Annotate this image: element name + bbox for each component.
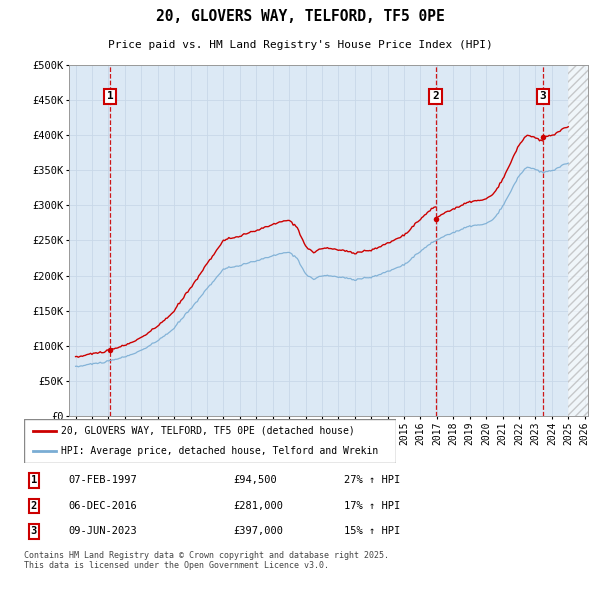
Text: 3: 3 <box>31 526 37 536</box>
Text: 15% ↑ HPI: 15% ↑ HPI <box>344 526 400 536</box>
Text: 3: 3 <box>539 91 546 101</box>
Bar <box>568 65 593 416</box>
Text: 06-DEC-2016: 06-DEC-2016 <box>68 501 137 511</box>
Text: £281,000: £281,000 <box>234 501 284 511</box>
FancyBboxPatch shape <box>24 419 396 463</box>
Text: Price paid vs. HM Land Registry's House Price Index (HPI): Price paid vs. HM Land Registry's House … <box>107 40 493 50</box>
Text: 1: 1 <box>31 476 37 486</box>
Text: 27% ↑ HPI: 27% ↑ HPI <box>344 476 400 486</box>
Text: HPI: Average price, detached house, Telford and Wrekin: HPI: Average price, detached house, Telf… <box>61 446 379 456</box>
Text: £397,000: £397,000 <box>234 526 284 536</box>
Text: Contains HM Land Registry data © Crown copyright and database right 2025.
This d: Contains HM Land Registry data © Crown c… <box>24 551 389 570</box>
Text: 2: 2 <box>31 501 37 511</box>
Text: £94,500: £94,500 <box>234 476 278 486</box>
Text: 1: 1 <box>107 91 113 101</box>
Text: 09-JUN-2023: 09-JUN-2023 <box>68 526 137 536</box>
Text: 20, GLOVERS WAY, TELFORD, TF5 0PE (detached house): 20, GLOVERS WAY, TELFORD, TF5 0PE (detac… <box>61 426 355 436</box>
Text: 20, GLOVERS WAY, TELFORD, TF5 0PE: 20, GLOVERS WAY, TELFORD, TF5 0PE <box>155 9 445 24</box>
Text: 2: 2 <box>432 91 439 101</box>
Text: 17% ↑ HPI: 17% ↑ HPI <box>344 501 400 511</box>
Text: 07-FEB-1997: 07-FEB-1997 <box>68 476 137 486</box>
